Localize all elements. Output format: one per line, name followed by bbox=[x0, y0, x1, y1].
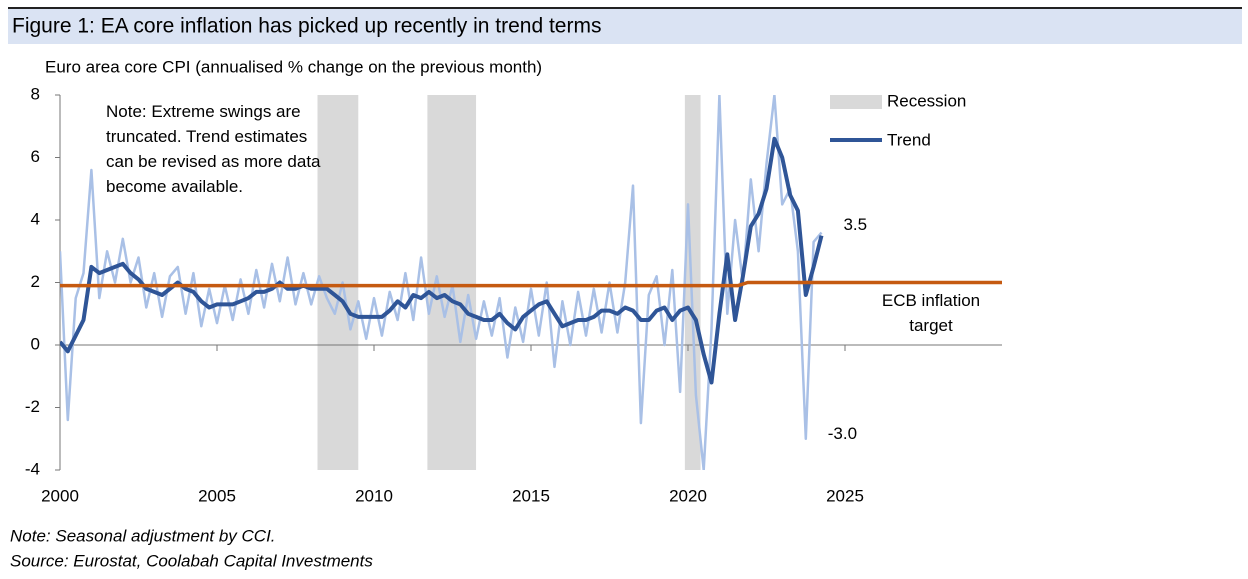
x-tick-label: 2010 bbox=[355, 486, 393, 505]
x-tick-label: 2020 bbox=[669, 486, 707, 505]
x-tick-label: 2025 bbox=[826, 486, 864, 505]
x-tick-label: 2000 bbox=[41, 486, 79, 505]
y-axis-label: Euro area core CPI (annualised % change … bbox=[45, 57, 542, 76]
title-bar bbox=[8, 8, 1242, 44]
legend-label: Trend bbox=[887, 130, 931, 149]
recession-band bbox=[684, 95, 701, 470]
legend-label: Recession bbox=[887, 91, 966, 110]
chart-title: Figure 1: EA core inflation has picked u… bbox=[12, 15, 601, 38]
recession-band bbox=[317, 95, 359, 470]
footnote: Note: Seasonal adjustment by CCI. bbox=[10, 526, 276, 545]
series-line bbox=[60, 280, 1002, 288]
y-tick-label: 2 bbox=[31, 272, 40, 291]
series-line bbox=[60, 136, 824, 385]
y-tick-label: 4 bbox=[31, 209, 40, 228]
y-tick-label: 0 bbox=[31, 334, 40, 353]
y-tick-label: -4 bbox=[25, 459, 40, 478]
ecb-label: ECB inflation target bbox=[881, 291, 981, 335]
x-tick-label: 2005 bbox=[198, 486, 236, 505]
x-tick-label: 2015 bbox=[512, 486, 550, 505]
y-tick-label: 6 bbox=[31, 147, 40, 166]
legend-swatch bbox=[830, 95, 882, 109]
plot-area bbox=[60, 95, 1002, 470]
note: Note: Extreme swings are truncated. Tren… bbox=[106, 102, 321, 196]
y-tick-label: 8 bbox=[31, 84, 40, 103]
data-label: -3.0 bbox=[828, 424, 857, 443]
y-tick-label: -2 bbox=[25, 397, 40, 416]
data-label: 3.5 bbox=[843, 215, 867, 234]
footnote: Source: Eurostat, Coolabah Capital Inves… bbox=[10, 551, 373, 570]
